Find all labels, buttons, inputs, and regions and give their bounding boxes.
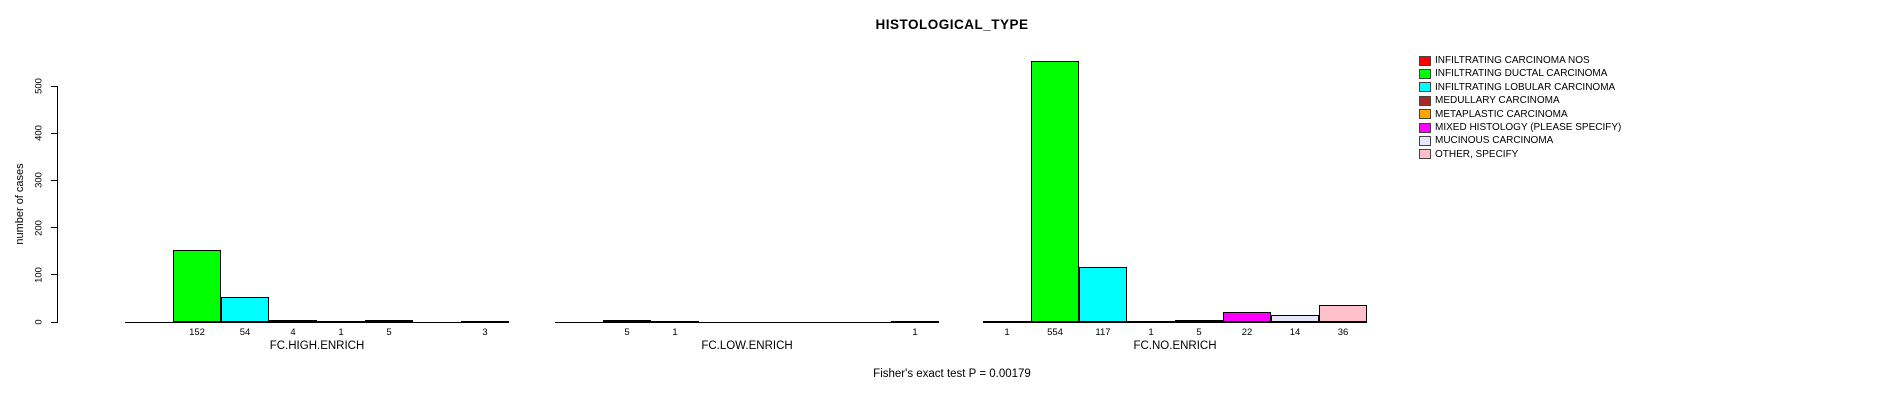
legend-label: METAPLASTIC CARCINOMA	[1435, 108, 1568, 120]
group-axis	[983, 322, 1367, 323]
bar-value-label: 117	[1095, 327, 1111, 338]
bar	[365, 319, 413, 322]
legend-swatch-icon	[1419, 95, 1431, 106]
group-label: FC.HIGH.ENRICH	[269, 340, 365, 352]
bar-value-label: 22	[1241, 327, 1253, 338]
y-axis-line	[57, 86, 58, 323]
legend-swatch-icon	[1419, 136, 1431, 147]
bar-value-label: 5	[1196, 327, 1202, 338]
y-tick	[51, 85, 57, 87]
bar	[173, 250, 221, 322]
bar	[891, 321, 939, 324]
bar	[221, 296, 269, 322]
bar-value-label: 4	[290, 327, 296, 338]
group-label: FC.LOW.ENRICH	[701, 340, 793, 352]
bar-value-label: 1	[1004, 327, 1010, 338]
legend-item: MUCINOUS CARCINOMA	[1419, 134, 1621, 147]
legend-item: MEDULLARY CARCINOMA	[1419, 94, 1621, 107]
bar	[1031, 60, 1079, 322]
bar	[1175, 319, 1223, 322]
legend-item: INFILTRATING LOBULAR CARCINOMA	[1419, 81, 1621, 94]
bar-value-label: 152	[189, 327, 205, 338]
legend-item: INFILTRATING DUCTAL CARCINOMA	[1419, 67, 1621, 80]
y-tick-label: 400	[33, 125, 45, 142]
y-tick-label: 500	[33, 78, 45, 94]
legend-swatch-icon	[1419, 82, 1431, 93]
bar	[1223, 311, 1271, 322]
legend-item: MIXED HISTOLOGY (PLEASE SPECIFY)	[1419, 121, 1621, 134]
legend-label: INFILTRATING LOBULAR CARCINOMA	[1435, 81, 1616, 93]
legend: INFILTRATING CARCINOMA NOS INFILTRATING D…	[1419, 54, 1621, 161]
y-tick	[51, 321, 57, 323]
legend-label: MUCINOUS CARCINOMA	[1435, 135, 1554, 147]
bar-value-label: 1	[1148, 327, 1154, 338]
bar	[1271, 315, 1319, 322]
bar	[983, 321, 1031, 324]
y-tick-label: 300	[33, 172, 45, 189]
y-tick	[51, 132, 57, 134]
legend-label: MIXED HISTOLOGY (PLEASE SPECIFY)	[1435, 121, 1622, 133]
legend-swatch-icon	[1419, 109, 1431, 120]
legend-swatch-icon	[1419, 122, 1431, 133]
legend-swatch-icon	[1419, 69, 1431, 80]
bar	[1127, 321, 1175, 324]
y-tick	[51, 227, 57, 229]
bar-value-label: 36	[1337, 327, 1349, 338]
legend-label: INFILTRATING CARCINOMA NOS	[1435, 55, 1590, 66]
y-tick	[51, 179, 57, 181]
legend-item: METAPLASTIC CARCINOMA	[1419, 108, 1621, 121]
y-tick-label: 100	[33, 266, 45, 283]
bar-value-label: 5	[624, 327, 630, 338]
bar	[1319, 305, 1367, 322]
legend-label: MEDULLARY CARCINOMA	[1435, 95, 1560, 107]
legend-swatch-icon	[1419, 149, 1431, 160]
chart-title: HISTOLOGICAL_TYPE	[875, 17, 1029, 32]
bar	[1079, 266, 1127, 322]
bar-value-label: 1	[672, 327, 678, 338]
group-axis	[555, 322, 939, 323]
bar-value-label: 554	[1047, 327, 1063, 338]
legend-swatch-icon	[1419, 55, 1431, 66]
bar-value-label: 14	[1289, 327, 1301, 338]
y-tick-label: 200	[33, 219, 45, 236]
bar	[651, 321, 699, 324]
fisher-test-caption: Fisher's exact test P = 0.00179	[873, 368, 1031, 380]
y-axis-label: number of cases	[14, 163, 26, 245]
bar	[603, 319, 651, 322]
y-tick-label: 0	[33, 319, 45, 325]
bar-value-label: 54	[239, 327, 251, 338]
bar-value-label: 3	[482, 327, 488, 338]
bar-value-label: 5	[386, 327, 392, 338]
legend-item: INFILTRATING CARCINOMA NOS	[1419, 54, 1621, 67]
y-tick	[51, 274, 57, 276]
legend-label: OTHER, SPECIFY	[1435, 148, 1519, 160]
bar	[269, 320, 317, 323]
bar-value-label: 1	[338, 327, 344, 338]
bar	[317, 321, 365, 324]
group-label: FC.NO.ENRICH	[1133, 340, 1217, 352]
legend-item: OTHER, SPECIFY	[1419, 148, 1621, 161]
bar	[461, 320, 509, 323]
bar-value-label: 1	[912, 327, 918, 338]
legend-label: INFILTRATING DUCTAL CARCINOMA	[1435, 68, 1608, 80]
